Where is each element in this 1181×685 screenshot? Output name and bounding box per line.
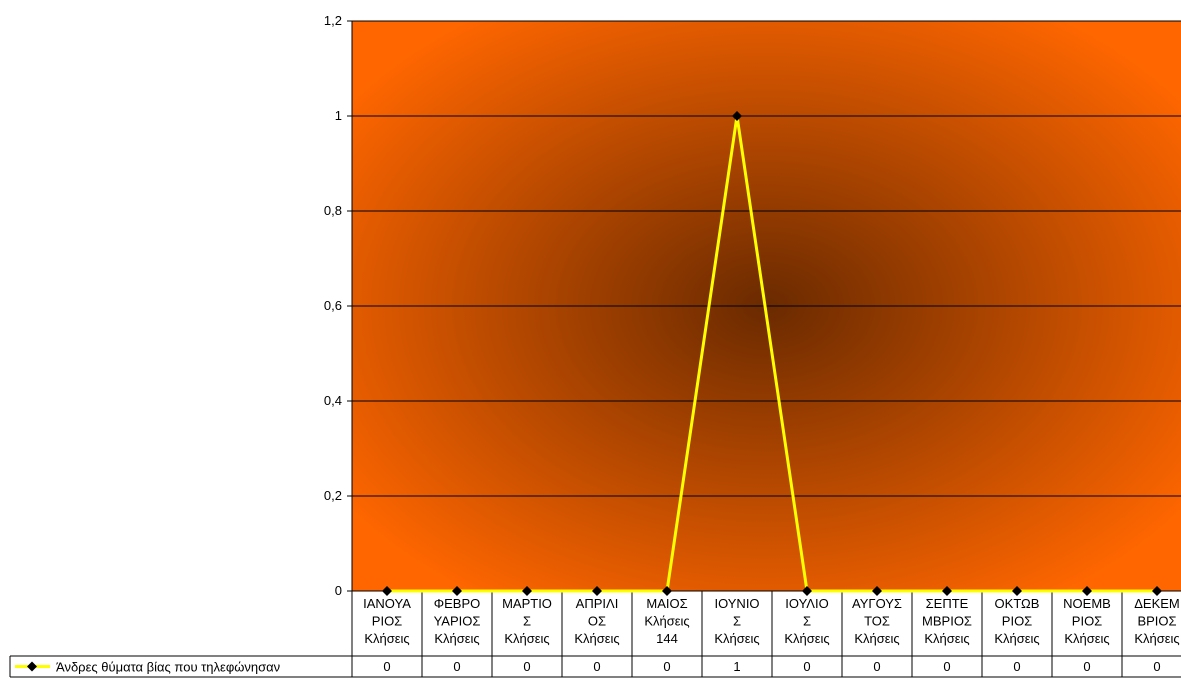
table-value: 0 <box>1013 659 1020 674</box>
table-value: 0 <box>803 659 810 674</box>
x-tick-label: ΜΑΡΤΙΟ <box>502 596 552 611</box>
data-point <box>452 586 462 596</box>
x-tick-label: ΑΠΡΙΛΙ <box>576 596 619 611</box>
data-point <box>1152 586 1162 596</box>
data-point <box>522 586 532 596</box>
table-value: 1 <box>733 659 740 674</box>
y-tick-label: 0,8 <box>324 203 342 218</box>
data-point <box>732 111 742 121</box>
x-tick-label: Κλήσεις <box>1134 631 1179 646</box>
x-tick-label: ΒΡΙΟΣ <box>1137 614 1176 629</box>
y-tick-label: 0,6 <box>324 298 342 313</box>
data-point <box>802 586 812 596</box>
data-point <box>592 586 602 596</box>
x-tick-label: Κλήσεις <box>504 631 549 646</box>
x-tick-label: Σ <box>523 614 531 629</box>
x-tick-label: Κλήσεις <box>994 631 1039 646</box>
x-tick-label: Κλήσεις <box>714 631 759 646</box>
table-value: 0 <box>593 659 600 674</box>
table-value: 0 <box>523 659 530 674</box>
y-tick-label: 0 <box>335 583 342 598</box>
x-tick-label: ΑΥΓΟΥΣ <box>852 596 902 611</box>
x-tick-label: ΥΑΡΙΟΣ <box>434 614 481 629</box>
x-tick-label: Κλήσεις <box>1064 631 1109 646</box>
data-point <box>382 586 392 596</box>
x-tick-label: Κλήσεις <box>784 631 829 646</box>
x-tick-label: Κλήσεις <box>434 631 479 646</box>
x-tick-label: ΣΕΠΤΕ <box>926 596 969 611</box>
y-tick-label: 1,2 <box>324 13 342 28</box>
data-point <box>872 586 882 596</box>
x-tick-label: Κλήσεις <box>644 614 689 629</box>
legend-label: Άνδρες θύματα βίας που τηλεφώνησαν <box>56 660 280 675</box>
x-tick-label: ΜΑΙΟΣ <box>646 596 687 611</box>
x-tick-label: ΡΙΟΣ <box>372 614 402 629</box>
table-value: 0 <box>1083 659 1090 674</box>
legend-key-marker <box>27 661 37 672</box>
x-tick-label: ΟΚΤΩΒ <box>995 596 1040 611</box>
x-tick-label: ΔΕΚΕΜ <box>1134 596 1180 611</box>
x-tick-label: ΟΣ <box>588 614 606 629</box>
x-tick-label: ΡΙΟΣ <box>1002 614 1032 629</box>
x-tick-label: ΜΒΡΙΟΣ <box>922 614 972 629</box>
x-tick-label: ΡΙΟΣ <box>1072 614 1102 629</box>
x-tick-label: Κλήσεις <box>854 631 899 646</box>
x-tick-label: Κλήσεις <box>924 631 969 646</box>
x-tick-label: 144 <box>656 631 678 646</box>
table-value: 0 <box>943 659 950 674</box>
data-point <box>942 586 952 596</box>
data-point <box>662 586 672 596</box>
x-tick-label: Σ <box>803 614 811 629</box>
y-tick-label: 0,4 <box>324 393 342 408</box>
table-value: 0 <box>453 659 460 674</box>
y-tick-label: 0,2 <box>324 488 342 503</box>
x-tick-label: Κλήσεις <box>364 631 409 646</box>
x-tick-label: Σ <box>733 614 741 629</box>
table-value: 0 <box>663 659 670 674</box>
x-tick-label: ΦΕΒΡΟ <box>434 596 481 611</box>
x-tick-label: ΝΟΕΜΒ <box>1063 596 1111 611</box>
table-value: 0 <box>873 659 880 674</box>
x-tick-label: ΤΟΣ <box>864 614 890 629</box>
series-line <box>387 115 1157 593</box>
x-tick-label: ΙΟΥΛΙΟ <box>785 596 828 611</box>
x-tick-label: Κλήσεις <box>574 631 619 646</box>
data-point <box>1082 586 1092 596</box>
table-value: 0 <box>1153 659 1160 674</box>
data-point <box>1012 586 1022 596</box>
table-value: 0 <box>383 659 390 674</box>
x-tick-label: ΙΑΝΟΥΑ <box>363 596 411 611</box>
x-tick-label: ΙΟΥΝΙΟ <box>714 596 759 611</box>
y-tick-label: 1 <box>335 108 342 123</box>
